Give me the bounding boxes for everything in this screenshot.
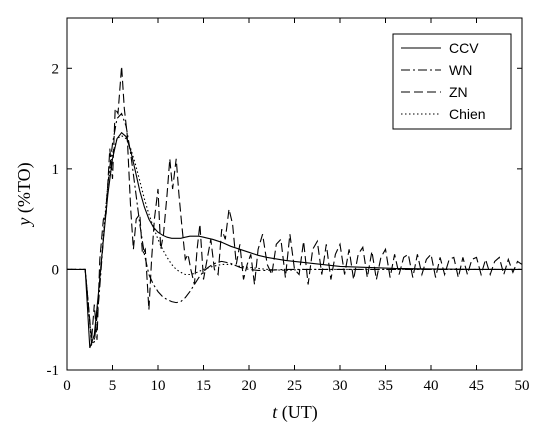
series-line-ccv [67, 131, 522, 349]
x-tick-label: 15 [196, 378, 211, 394]
legend: CCV WN ZN Chien [392, 33, 512, 130]
y-axis-var: y [14, 218, 34, 228]
x-tick-label: 30 [333, 378, 348, 394]
x-axis-unit: (UT) [277, 402, 317, 423]
legend-label-zn: ZN [449, 84, 468, 100]
series-layer [67, 66, 523, 349]
y-axis-label: y (%TO) [14, 162, 35, 227]
y-tick-label: 0 [52, 262, 60, 278]
y-tick-label: 2 [52, 61, 60, 77]
x-axis-var: t [272, 402, 278, 422]
legend-label-chien: Chien [449, 106, 486, 122]
x-tick-label: 35 [378, 378, 393, 394]
x-tick-label: 0 [63, 378, 71, 394]
x-tick-label: 25 [287, 378, 302, 394]
x-tick-label: 20 [242, 378, 257, 394]
legend-box [392, 33, 512, 130]
y-tick-label: 1 [52, 162, 60, 178]
x-tick-label: 40 [424, 378, 439, 394]
x-tick-label: 45 [469, 378, 484, 394]
x-axis-label: t (UT) [272, 402, 318, 423]
series-line-chien [67, 135, 522, 347]
legend-label-ccv: CCV [449, 40, 479, 56]
x-tick-label: 5 [109, 378, 117, 394]
y-axis-unit: (%TO) [14, 162, 35, 217]
y-tick-label: -1 [47, 363, 60, 379]
legend-label-wn: WN [449, 62, 472, 78]
x-tick-label: 10 [151, 378, 166, 394]
x-tick-label: 50 [515, 378, 530, 394]
